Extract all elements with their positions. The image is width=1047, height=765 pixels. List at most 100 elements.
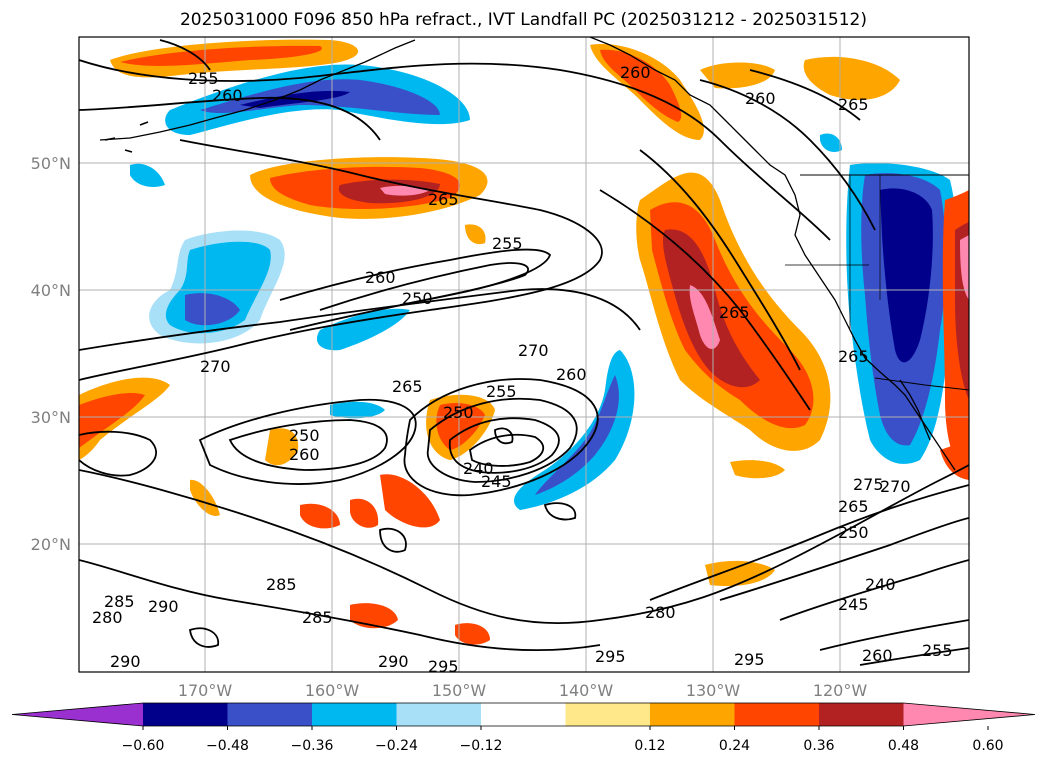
colorbar-extend-max: [903, 703, 1035, 726]
contour-south-3: [649, 484, 969, 601]
lat-label-50n: 50°N: [31, 154, 71, 173]
cool-streak-36n: [316, 308, 410, 351]
contour-label: 265: [392, 377, 423, 396]
warm-band-north-core: [120, 45, 322, 66]
lat-label-40n: 40°N: [31, 281, 71, 300]
contour-label: 270: [880, 477, 911, 496]
warm-small-3: [300, 503, 340, 529]
contour-label: 285: [302, 608, 333, 627]
cool-arc-140w-core: [535, 375, 619, 495]
colorbar-tick-label: 0.60: [972, 738, 1003, 754]
warm-east-edge-pink: [960, 235, 969, 300]
contour-label: 295: [595, 647, 626, 666]
lon-label-120w: 120°W: [813, 681, 868, 700]
coastline-baja: [899, 379, 931, 441]
contour-north-3: [79, 139, 603, 381]
lat-label-20n: 20°N: [31, 535, 71, 554]
lon-label-130w: 130°W: [686, 681, 741, 700]
colorbar-tick-label: −0.36: [291, 738, 334, 754]
coastline-north-america: [589, 37, 956, 471]
contour-low-4: [469, 433, 544, 467]
contour-small-1: [379, 527, 407, 553]
colorbar-segment: [143, 703, 228, 726]
colorbar-tick-label: −0.60: [122, 738, 165, 754]
contour-label: 260: [745, 89, 776, 108]
warm-bc-coast-core: [600, 49, 682, 122]
contour-label: 250: [402, 289, 433, 308]
coastline-aleutians: [104, 121, 149, 153]
contour-label: 240: [865, 575, 896, 594]
contour-label: 290: [148, 597, 179, 616]
contour-label: 250: [838, 523, 869, 542]
coastline-alaska: [99, 39, 416, 141]
contour-label: 290: [110, 652, 141, 671]
contour-label: 250: [289, 426, 320, 445]
warm-small-4: [350, 498, 379, 528]
warm-small-1: [265, 428, 299, 466]
shaded-fields: [79, 39, 969, 645]
lon-axis: 170°W 160°W 150°W 140°W 130°W 120°W: [178, 681, 868, 700]
colorbar: −0.60 −0.48 −0.36 −0.24 −0.12 0.12 0.24 0.36 0.4…: [11, 702, 1036, 754]
cool-small-2: [330, 401, 385, 419]
contour-north-2: [79, 96, 381, 141]
contour-small-2: [189, 627, 219, 648]
contour-label: 260: [289, 445, 320, 464]
colorbar-segment: [312, 703, 397, 726]
contour-coast-1: [699, 79, 876, 231]
colorbar-tick-label: 0.12: [634, 738, 665, 754]
contour-label: 240: [463, 459, 494, 478]
contour-label: 260: [620, 63, 651, 82]
contour-label: 285: [104, 592, 135, 611]
chart-title: 2025031000 F096 850 hPa refract., IVT La…: [179, 10, 867, 30]
contour-low-1: [403, 378, 599, 497]
contour-label: 245: [481, 472, 512, 491]
warm-west-30n-core: [79, 393, 145, 448]
contour-label: 260: [212, 86, 243, 105]
colorbar-extend-min: [12, 703, 143, 726]
coastlines: [99, 37, 969, 471]
warm-north-coast: [700, 62, 775, 89]
contour-label: 290: [378, 652, 409, 671]
contour-south-4: [719, 517, 969, 601]
cool-west-40n-core: [185, 293, 240, 326]
contour-label: 265: [428, 190, 459, 209]
colorbar-segment: [481, 703, 566, 726]
contour-label: 255: [188, 69, 219, 88]
contour-small-5: [159, 39, 211, 71]
contour-north-7: [599, 189, 811, 411]
contour-north-6: [79, 288, 641, 351]
contour-north-1: [79, 59, 831, 241]
contour-label: 260: [556, 365, 587, 384]
warm-small-7: [455, 623, 490, 645]
warm-plume-pink: [689, 285, 720, 350]
cool-small-3: [820, 133, 842, 152]
colorbar-segment: [227, 703, 313, 726]
map-area: [79, 37, 969, 672]
contour-label: 270: [200, 357, 231, 376]
contour-label: 285: [266, 575, 297, 594]
lon-label-170w: 170°W: [178, 681, 233, 700]
colorbar-segment: [565, 703, 651, 726]
contour-south-7: [859, 647, 969, 666]
contour-label: 260: [862, 646, 893, 665]
contour-small-4: [543, 502, 577, 521]
cool-small-1: [130, 163, 165, 187]
contour-label-group: 255 260 265 255 260 250 270 270 265 255 …: [92, 63, 953, 676]
border-states: [785, 175, 881, 330]
contour-low-2: [426, 397, 578, 483]
lon-label-160w: 160°W: [305, 681, 360, 700]
contour-label: 260: [365, 268, 396, 287]
contour-low-3: [448, 417, 560, 474]
contour-west-1: [79, 430, 157, 477]
warm-small-11: [940, 440, 969, 480]
cool-arc-140w: [514, 350, 635, 510]
colorbar-segment: [734, 703, 820, 726]
map-frame: [78, 36, 970, 673]
lat-axis: 50°N 40°N 30°N 20°N: [31, 154, 71, 554]
contour-label: 265: [719, 303, 750, 322]
contour-label: 280: [645, 603, 676, 622]
contour-label: 270: [518, 341, 549, 360]
contour-label: 265: [838, 497, 869, 516]
warm-small-8: [465, 224, 486, 245]
